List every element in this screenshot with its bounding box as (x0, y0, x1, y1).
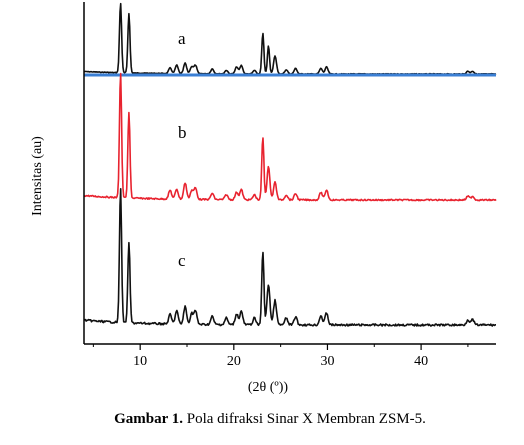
x-tick-label-10: 10 (133, 354, 147, 369)
xrd-chart: a b c 10 20 30 40 (83, 2, 497, 369)
series-a-line (83, 2, 497, 76)
caption-text: Pola difraksi Sinar X Membran ZSM-5. (183, 411, 426, 427)
series-c-label: c (178, 251, 186, 270)
x-tick-label-20: 20 (227, 354, 241, 369)
series-b-line (83, 72, 497, 202)
series-a-label: a (178, 29, 186, 48)
x-axis-label: (2θ (º)) (247, 380, 289, 395)
x-tick-label-40: 40 (414, 354, 428, 369)
caption-label: Gambar 1. (114, 411, 184, 427)
series-b-label: b (178, 123, 187, 142)
figure-caption: Gambar 1. Pola difraksi Sinar X Membran … (114, 411, 426, 428)
x-tick-label-30: 30 (320, 354, 334, 369)
y-axis-label: Intensitas (au) (30, 136, 45, 216)
series-c-line (83, 188, 497, 327)
